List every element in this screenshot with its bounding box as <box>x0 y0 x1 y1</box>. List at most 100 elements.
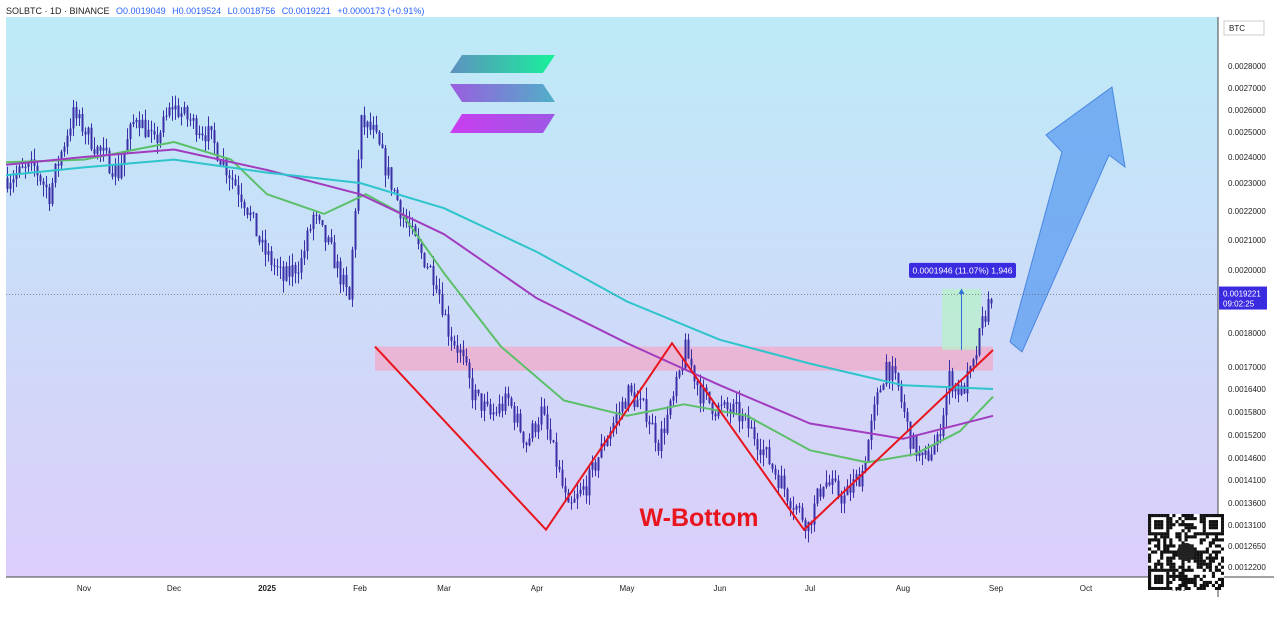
candle <box>234 174 237 187</box>
candle-body <box>102 147 105 151</box>
candle <box>303 240 306 266</box>
x-tick-label: May <box>619 584 634 593</box>
y-tick-label: 0.0017000 <box>1228 363 1266 372</box>
chart-area[interactable]: W-Bottom 0.0001946 (11.07%) 1,946 BTC 0.0… <box>6 17 1274 597</box>
candle <box>294 262 297 284</box>
candle <box>309 224 312 233</box>
candle <box>507 386 510 407</box>
candle-body <box>543 406 546 415</box>
candle <box>921 452 924 466</box>
candle <box>825 470 828 489</box>
candle <box>63 142 66 157</box>
candle <box>285 261 288 282</box>
candle-body <box>36 165 39 176</box>
candle-body <box>867 440 870 463</box>
candle <box>663 417 666 445</box>
candle-body <box>297 272 300 274</box>
candle-body <box>648 421 651 425</box>
candle-body <box>606 438 609 446</box>
candle-body <box>174 105 177 110</box>
candle <box>312 211 315 241</box>
candle <box>477 389 480 397</box>
candle-body <box>927 450 930 461</box>
candle <box>795 504 798 515</box>
y-tick-label: 0.0023000 <box>1228 179 1266 188</box>
candle-body <box>666 414 669 433</box>
candle <box>156 126 159 154</box>
candle-body <box>768 447 771 465</box>
candle <box>213 122 216 155</box>
candle-body <box>588 469 591 496</box>
candle <box>756 432 759 461</box>
candle <box>147 120 150 138</box>
candle <box>342 268 345 292</box>
candle-body <box>222 159 225 165</box>
candle <box>528 433 531 447</box>
candle <box>564 477 567 500</box>
candle-body <box>657 442 660 452</box>
candle <box>882 383 885 391</box>
candle <box>450 326 453 351</box>
candle-body <box>57 163 60 166</box>
candle <box>453 335 456 349</box>
candle <box>537 417 540 440</box>
candle <box>588 465 591 505</box>
candle-body <box>822 486 825 497</box>
x-tick-label: Nov <box>77 584 91 593</box>
candle <box>552 439 555 444</box>
x-tick-label: Feb <box>353 584 367 593</box>
candle <box>495 406 498 417</box>
last-price-countdown: 09:02:25 <box>1223 300 1255 309</box>
candle <box>141 114 144 129</box>
candle-body <box>180 113 183 117</box>
candle-body <box>516 413 519 423</box>
candle <box>348 285 351 300</box>
candle-body <box>534 423 537 433</box>
qr-code <box>1148 514 1225 591</box>
candle-body <box>165 115 168 117</box>
candle <box>984 310 987 328</box>
candle-body <box>240 194 243 202</box>
candle-body <box>555 442 558 467</box>
candle-body <box>480 393 483 411</box>
candle <box>75 101 78 126</box>
candle <box>351 246 354 307</box>
candle-body <box>894 366 897 374</box>
candle <box>876 387 879 416</box>
projection-arrow <box>1009 86 1126 353</box>
candle <box>978 327 981 357</box>
candle <box>324 224 327 251</box>
price-chart[interactable]: W-Bottom 0.0001946 (11.07%) 1,946 BTC 0.0… <box>6 17 1274 597</box>
candle <box>327 235 330 245</box>
candle-body <box>273 265 276 267</box>
candle <box>990 297 993 309</box>
candle <box>291 253 294 287</box>
candle-body <box>882 384 885 390</box>
candle-body <box>336 261 339 269</box>
y-tick-label: 0.0014600 <box>1228 454 1266 463</box>
candle <box>165 107 168 121</box>
candle-body <box>510 398 513 407</box>
candle <box>531 420 534 443</box>
candle-body <box>729 409 732 413</box>
candle-body <box>750 427 753 429</box>
candle <box>870 414 873 450</box>
candle-body <box>975 355 978 360</box>
candle-body <box>621 401 624 412</box>
candle <box>834 470 837 483</box>
candle-body <box>699 385 702 404</box>
candle-body <box>876 392 879 405</box>
candle <box>501 396 504 418</box>
candle-body <box>909 421 912 449</box>
candle-body <box>84 131 87 135</box>
candle <box>207 116 210 150</box>
candle-body <box>591 462 594 470</box>
candle-body <box>126 139 129 153</box>
candle-body <box>147 129 150 137</box>
candle <box>249 205 252 222</box>
candle <box>612 416 615 437</box>
candle-body <box>252 212 255 214</box>
candle-body <box>885 362 888 385</box>
candle-body <box>435 285 438 290</box>
candle-body <box>537 424 540 433</box>
